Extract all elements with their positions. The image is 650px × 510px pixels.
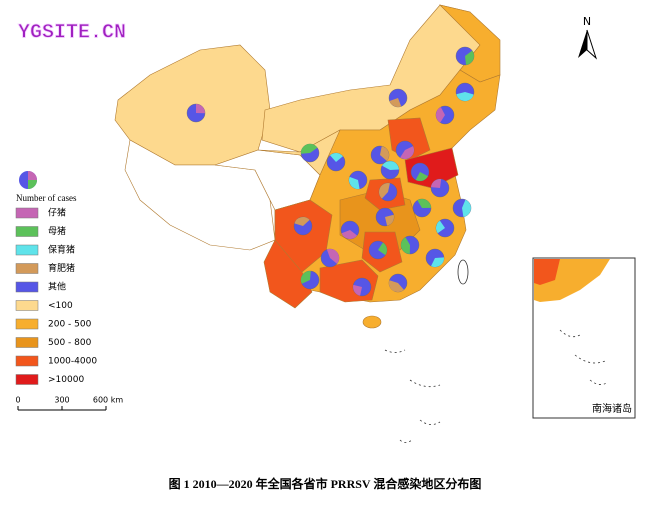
pie-wedge <box>382 161 399 170</box>
watermark: YGSITE.CN <box>18 21 126 44</box>
pie-wedge <box>462 199 471 217</box>
pie <box>348 170 368 190</box>
legend-swatch <box>15 263 39 274</box>
pie <box>400 235 420 255</box>
arrow-left <box>578 30 587 58</box>
pie <box>375 207 395 227</box>
pie <box>320 248 340 268</box>
legend-swatch <box>15 318 39 330</box>
north-label: N <box>583 15 591 28</box>
legend-label: >10000 <box>48 375 84 385</box>
pie-wedge <box>400 237 410 254</box>
pie-wedge <box>294 217 310 226</box>
yunnan <box>263 239 313 309</box>
legend-label: 母猪 <box>48 225 66 237</box>
legend-label: 其他 <box>48 281 66 293</box>
pie-wedge <box>341 230 358 240</box>
legend-swatch <box>15 355 39 367</box>
pie-wedge <box>349 176 360 190</box>
pie-wedge <box>431 179 442 188</box>
hainan <box>362 315 382 329</box>
inset: 南海诸岛 <box>532 257 636 419</box>
legend-label: 500 - 800 <box>48 338 92 348</box>
pie <box>388 273 408 293</box>
pie-wedge <box>417 199 431 208</box>
scale-label: 0 <box>15 396 20 405</box>
legend-swatch <box>15 207 39 219</box>
legend-pie-wedge <box>28 171 37 180</box>
pie <box>352 277 372 297</box>
legend-swatch <box>15 337 39 348</box>
pie <box>370 145 390 165</box>
inset-label: 南海诸岛 <box>592 402 632 415</box>
pie-wedge <box>415 172 428 181</box>
pie-wedge <box>300 143 318 154</box>
pie <box>412 198 432 218</box>
pie <box>388 88 408 108</box>
pie <box>395 140 415 160</box>
legend-label: 育肥猪 <box>48 262 75 274</box>
pie-charts <box>186 46 475 297</box>
legend-swatch <box>15 244 39 256</box>
pie <box>455 82 475 102</box>
legend-swatch <box>15 300 39 311</box>
caption: 图 1 2010—2020 年全国各省市 PRRSV 混合感染地区分布图 <box>169 476 482 491</box>
pie-wedge <box>400 146 415 160</box>
legend-label: 保育猪 <box>48 244 75 256</box>
tibet <box>124 139 276 251</box>
pie-wedge <box>380 146 389 161</box>
pie <box>380 160 400 180</box>
pie <box>368 240 388 260</box>
pie <box>410 162 430 182</box>
pie-wedge <box>389 98 402 107</box>
pie <box>340 220 360 240</box>
pie-wedge <box>379 183 390 199</box>
pie-wedge <box>378 242 387 256</box>
taiwan <box>457 259 469 285</box>
pie-wedge <box>435 220 445 234</box>
pie <box>293 216 313 236</box>
arrow-right <box>586 29 598 60</box>
inset-islands <box>559 329 609 385</box>
pie-wedge <box>456 92 474 102</box>
pie <box>435 218 455 238</box>
legend-label: <100 <box>48 301 73 311</box>
pie-wedge <box>388 280 404 293</box>
legend-label: 仔猪 <box>48 207 66 219</box>
pie <box>300 143 320 163</box>
legend-swatch <box>15 281 39 293</box>
north-arrow: N <box>578 15 598 60</box>
pie-wedge <box>326 248 340 264</box>
legend-pie-wedge <box>28 180 37 189</box>
pie-wedge <box>353 284 362 296</box>
pie <box>425 248 445 268</box>
pie <box>300 270 320 290</box>
inset-land-red <box>534 259 560 285</box>
legend-swatch <box>15 226 39 237</box>
pie <box>430 178 450 198</box>
scale-bar: 0 300 600 km <box>15 396 123 411</box>
pie-wedge <box>300 270 311 284</box>
pie <box>455 46 475 66</box>
pie-wedge <box>465 50 474 65</box>
scale-label: 300 <box>54 396 69 405</box>
pie-wedge <box>431 257 445 268</box>
legend-title: Number of cases <box>16 193 77 203</box>
scale-label: 600 km <box>93 396 123 405</box>
pie-wedge <box>196 104 206 114</box>
pie <box>378 182 398 202</box>
pie <box>452 198 472 218</box>
pie-wedge <box>435 107 445 123</box>
legend-label: 1000-4000 <box>48 357 97 367</box>
south-sea-islands <box>384 349 441 443</box>
pie <box>186 103 206 123</box>
pie-wedge <box>385 214 395 226</box>
pie <box>326 152 346 172</box>
pie <box>435 105 455 125</box>
pie-wedge <box>330 152 343 162</box>
legend-swatch <box>15 374 39 385</box>
legend-label: 200 - 500 <box>48 320 92 330</box>
